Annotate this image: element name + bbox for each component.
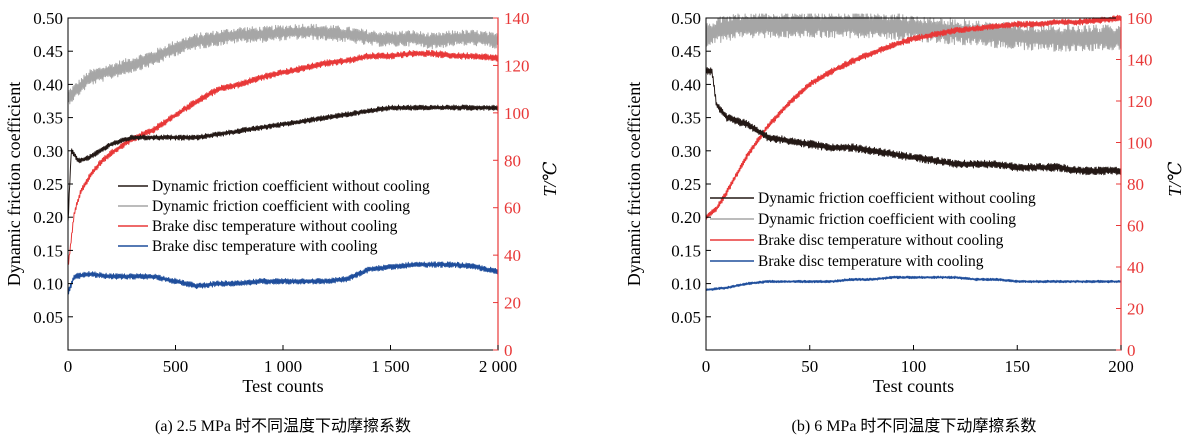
y-right-tick-label: 120 — [504, 56, 530, 75]
x-tick-label: 100 — [901, 357, 927, 376]
y-left-tick-label: 0.05 — [671, 308, 701, 327]
y-left-tick-label: 0.10 — [33, 275, 63, 294]
legend-label: Brake disc temperature with cooling — [152, 238, 378, 255]
y-right-tick-label: 100 — [504, 104, 530, 123]
x-axis-label: Test counts — [873, 376, 954, 396]
y-right-tick-label: 160 — [1127, 9, 1153, 28]
x-tick-label: 2 000 — [479, 357, 517, 376]
x-tick-label: 500 — [163, 357, 189, 376]
series-line-2 — [67, 23, 499, 105]
y-right-tick-label: 0 — [504, 341, 513, 360]
y-left-tick-label: 0.40 — [671, 75, 701, 94]
y-right-tick-label: 60 — [504, 199, 521, 218]
y-right-tick-label: 0 — [1127, 341, 1136, 360]
y-left-tick-label: 0.10 — [671, 275, 701, 294]
chart-panel-a: 500 1 000 1 500 2 00000.050.100.150.200.250… — [4, 9, 560, 435]
legend-label: Dynamic friction coefficient with coolin… — [152, 198, 410, 215]
x-tick-label: 1 500 — [371, 357, 409, 376]
y-left-tick-label: 0.25 — [671, 175, 701, 194]
y-right-tick-label: 120 — [1127, 92, 1153, 111]
legend-label: Brake disc temperature with cooling — [758, 253, 984, 270]
y-left-tick-label: 0.35 — [671, 109, 701, 128]
series-line-1 — [705, 67, 1122, 176]
y-right-tick-label: 40 — [1127, 258, 1144, 277]
y-left-tick-label: 0.50 — [33, 9, 63, 28]
y-right-axis-label: T/℃ — [1165, 161, 1185, 196]
series-line-4 — [705, 275, 1122, 291]
y-right-tick-label: 140 — [504, 9, 530, 28]
y-left-tick-label: 0.20 — [671, 208, 701, 227]
y-right-axis-label: T/℃ — [540, 161, 560, 196]
x-tick-label: 50 — [801, 357, 818, 376]
y-right-tick-label: 20 — [504, 294, 521, 313]
y-left-tick-label: 0.15 — [671, 241, 701, 260]
y-left-tick-label: 0.25 — [33, 175, 63, 194]
y-right-tick-label: 20 — [1127, 300, 1144, 319]
x-zero-label: 0 — [64, 357, 73, 376]
legend-label: Dynamic friction coefficient without coo… — [152, 178, 430, 195]
legend-label: Dynamic friction coefficient without coo… — [758, 190, 1036, 207]
y-left-tick-label: 0.50 — [671, 9, 701, 28]
y-right-tick-label: 40 — [504, 246, 521, 265]
y-right-tick-label: 140 — [1127, 51, 1153, 70]
series-line-1 — [67, 104, 499, 222]
y-left-tick-label: 0.45 — [671, 42, 701, 61]
y-left-axis-label: Dynamic friction coefficient — [624, 82, 644, 287]
y-right-tick-label: 60 — [1127, 217, 1144, 236]
x-zero-label: 0 — [702, 357, 711, 376]
x-tick-label: 200 — [1108, 357, 1134, 376]
x-axis-label: Test counts — [242, 376, 323, 396]
legend-label: Brake disc temperature without cooling — [758, 232, 1004, 249]
y-left-axis-label: Dynamic friction coefficient — [4, 82, 24, 287]
y-right-tick-label: 100 — [1127, 134, 1153, 153]
y-left-tick-label: 0.35 — [33, 109, 63, 128]
chart-panel-b: 50 100 150 20000.050.100.150.200.250.300.35… — [624, 9, 1185, 435]
plot-frame — [705, 17, 1122, 351]
series-line-3 — [705, 14, 1122, 220]
x-tick-label: 1 000 — [264, 357, 302, 376]
y-left-tick-label: 0.20 — [33, 208, 63, 227]
series-line-2 — [705, 13, 1122, 52]
series-line-4 — [67, 261, 499, 295]
y-left-tick-label: 0.30 — [33, 142, 63, 161]
legend-label: Brake disc temperature without cooling — [152, 218, 398, 235]
y-right-tick-label: 80 — [1127, 175, 1144, 194]
y-right-tick-label: 80 — [504, 151, 521, 170]
y-left-tick-label: 0.15 — [33, 241, 63, 260]
figure-caption: (a) 2.5 MPa 时不同温度下动摩擦系数 — [155, 417, 411, 435]
y-left-tick-label: 0.30 — [671, 142, 701, 161]
y-left-tick-label: 0.05 — [33, 308, 63, 327]
legend-label: Dynamic friction coefficient with coolin… — [758, 211, 1016, 228]
y-left-tick-label: 0.45 — [33, 42, 63, 61]
figure-caption: (b) 6 MPa 时不同温度下动摩擦系数 — [792, 417, 1037, 435]
x-tick-label: 150 — [1005, 357, 1031, 376]
y-left-tick-label: 0.40 — [33, 75, 63, 94]
